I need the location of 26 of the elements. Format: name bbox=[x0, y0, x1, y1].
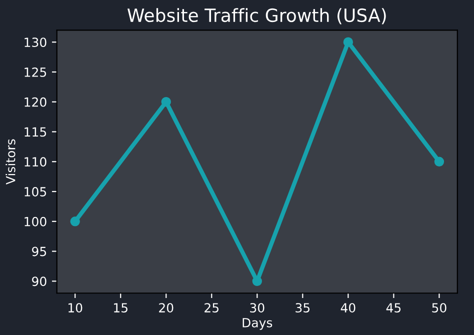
y-tick-label: 105 bbox=[24, 186, 46, 196]
x-tick-label: 45 bbox=[386, 303, 401, 313]
point bbox=[70, 216, 80, 226]
point bbox=[343, 37, 354, 47]
x-tick-label: 35 bbox=[296, 303, 310, 313]
y-tick-label: 125 bbox=[24, 67, 46, 77]
y-tick-label: 100 bbox=[24, 216, 46, 226]
x-tick-label: 25 bbox=[204, 303, 218, 313]
x-tick-label: 20 bbox=[159, 303, 174, 313]
x-tick-label: 40 bbox=[340, 303, 356, 313]
point bbox=[252, 276, 262, 286]
y-tick-label: 95 bbox=[32, 246, 46, 256]
y-tick-label: 130 bbox=[24, 38, 46, 48]
y-tick-label: 115 bbox=[24, 127, 46, 137]
x-tick-label: 15 bbox=[114, 303, 128, 313]
y-tick-label: 90 bbox=[32, 276, 46, 286]
x-tick-label: 50 bbox=[432, 303, 446, 313]
x-tick-label: 10 bbox=[68, 303, 82, 313]
point bbox=[161, 97, 171, 107]
y-axis-title: Visitors bbox=[6, 139, 16, 185]
y-tick-label: 110 bbox=[24, 157, 46, 167]
chart-title: Website Traffic Growth (USA) bbox=[128, 8, 386, 24]
x-tick-label: 30 bbox=[250, 303, 264, 313]
x-axis-title: Days bbox=[242, 318, 272, 330]
point bbox=[434, 156, 444, 166]
y-tick-label: 120 bbox=[24, 97, 46, 107]
